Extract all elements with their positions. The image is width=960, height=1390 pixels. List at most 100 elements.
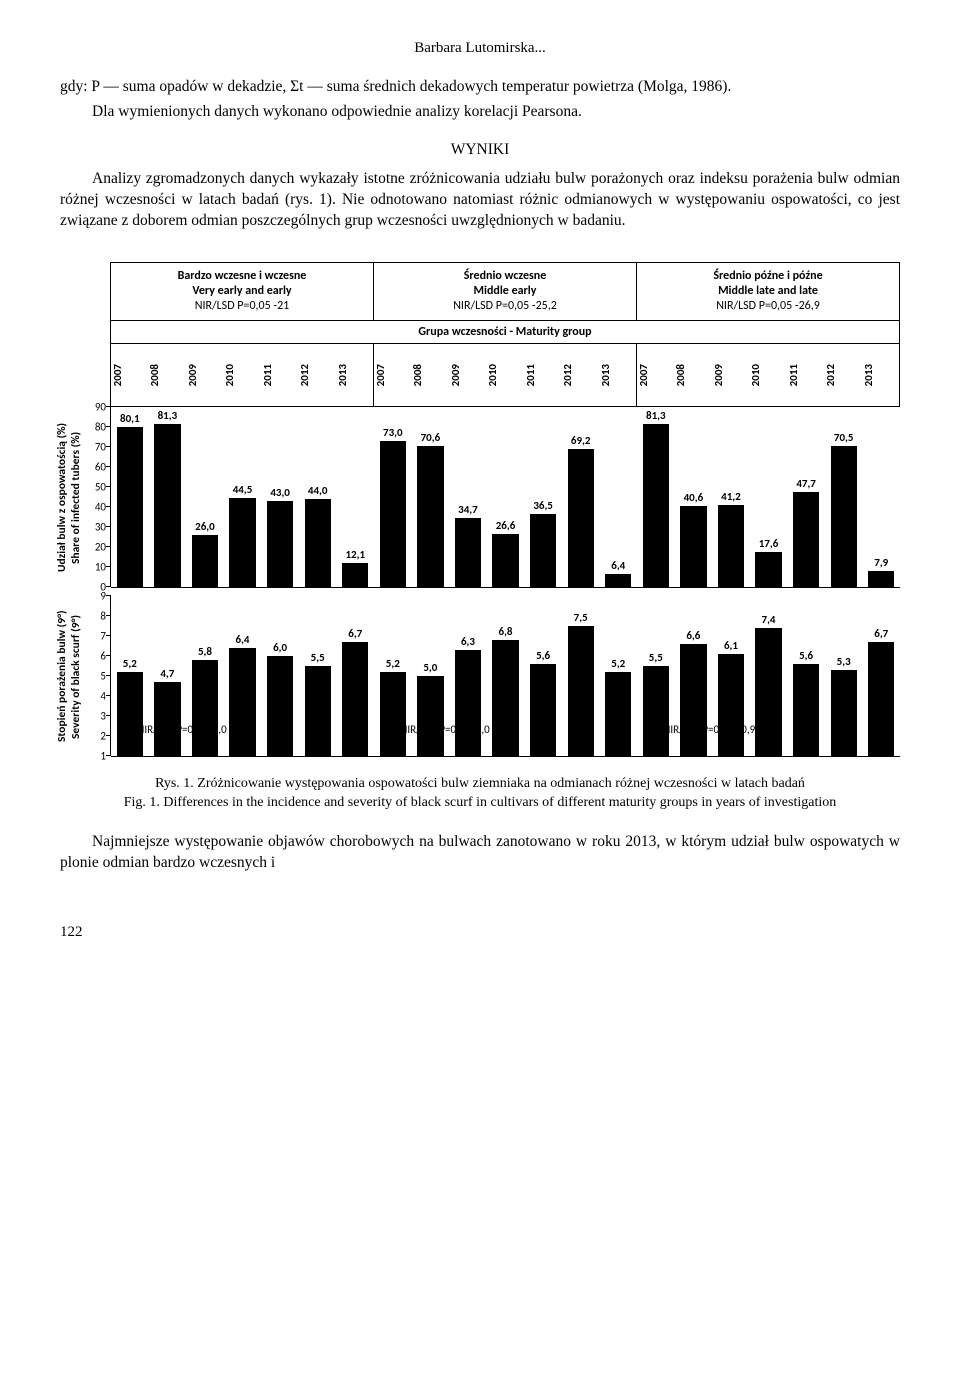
bar-slot: 7,4	[750, 628, 788, 756]
bar-slot: 6,6	[675, 644, 713, 756]
bar-label: 6,1	[724, 639, 738, 652]
bar: 26,6	[492, 534, 518, 587]
bar-label: 40,6	[684, 491, 704, 504]
bar: 5,8	[192, 660, 218, 756]
year-label: 2011	[524, 344, 561, 406]
bar-slot: 81,3	[637, 424, 675, 587]
bar-slot: 5,0	[412, 676, 450, 756]
axis-tick: 6	[100, 649, 106, 662]
bar-label: 43,0	[270, 486, 290, 499]
bar: 6,6	[680, 644, 706, 756]
bar-label: 7,9	[874, 556, 888, 569]
axis-tick: 30	[95, 520, 106, 533]
bar: 73,0	[380, 441, 406, 587]
bar-label: 7,4	[762, 613, 776, 626]
bar-slot: 73,0	[374, 441, 412, 587]
bar-label: 6,6	[686, 629, 700, 642]
bar-label: 36,5	[533, 499, 553, 512]
bar: 4,7	[154, 682, 180, 756]
bar-slot: 6,3	[449, 650, 487, 756]
bar-label: 47,7	[796, 477, 816, 490]
bar-slot: 7,9	[862, 571, 900, 587]
bar-label: 7,5	[574, 611, 588, 624]
bar-label: 41,2	[721, 490, 741, 503]
bar-label: 5,0	[423, 661, 437, 674]
plot-group: 5,24,75,86,46,05,56,7NIR/LSD P=0,05 -1,0	[111, 596, 374, 756]
bar: 6,4	[229, 648, 255, 756]
axis-tick: 9	[100, 589, 106, 602]
bar: 41,2	[718, 505, 744, 587]
bar-label: 6,3	[461, 635, 475, 648]
bar: 5,5	[643, 666, 669, 756]
bar-label: 5,2	[386, 657, 400, 670]
bar: 17,6	[755, 552, 781, 587]
bar-slot: 6,7	[862, 642, 900, 756]
bar: 5,3	[831, 670, 857, 756]
chart2-ylabel: Stopień porażenia bulw (9°)Severity of b…	[60, 596, 78, 757]
bar-label: 69,2	[571, 434, 591, 447]
bar-slot: 5,6	[787, 664, 825, 756]
bar: 70,6	[417, 446, 443, 587]
bar-slot: 81,3	[149, 424, 187, 587]
bar: 7,5	[568, 626, 594, 756]
paragraph-2: Dla wymienionych danych wykonano odpowie…	[60, 102, 900, 123]
bar-label: 80,1	[120, 412, 140, 425]
bar-label: 5,6	[799, 649, 813, 662]
year-label: 2009	[186, 344, 223, 406]
bar-label: 26,6	[496, 519, 516, 532]
paragraph-4: Najmniejsze występowanie objawów chorobo…	[60, 832, 900, 874]
bar: 5,2	[605, 672, 631, 756]
bar: 34,7	[455, 518, 481, 587]
year-label: 2009	[712, 344, 749, 406]
bar-slot: 6,4	[599, 574, 637, 587]
bar-slot: 5,8	[186, 660, 224, 756]
bar: 47,7	[793, 492, 819, 587]
bar: 5,2	[117, 672, 143, 756]
bar: 44,5	[229, 498, 255, 587]
figure-1: Bardzo wczesne i wczesne Very early and …	[60, 262, 900, 757]
years-group: 2007200820092010201120122013	[111, 344, 373, 406]
bar-slot: 26,0	[186, 535, 224, 587]
bar-slot: 6,8	[487, 640, 525, 756]
axis-tick: 20	[95, 540, 106, 553]
bar-label: 26,0	[195, 520, 215, 533]
axis-tick: 8	[100, 609, 106, 622]
axis-tick: 50	[95, 480, 106, 493]
bar-slot: 43,0	[261, 501, 299, 587]
maturity-header-row: Bardzo wczesne i wczesne Very early and …	[110, 262, 900, 321]
bar-label: 5,2	[611, 657, 625, 670]
bar-label: 6,7	[348, 627, 362, 640]
axis-tick: 2	[100, 729, 106, 742]
bar: 36,5	[530, 514, 556, 587]
nir-annotation: NIR/LSD P=0,05 -1,0	[400, 723, 489, 736]
bar-label: 5,5	[311, 651, 325, 664]
nir-annotation: NIR/LSD P=0,05 - 0,9	[663, 723, 755, 736]
bar: 26,0	[192, 535, 218, 587]
bar-label: 5,8	[198, 645, 212, 658]
bar: 69,2	[568, 449, 594, 587]
axis-tick: 80	[95, 420, 106, 433]
bar-slot: 70,5	[825, 446, 863, 587]
bar-slot: 5,3	[825, 670, 863, 756]
bar: 5,6	[793, 664, 819, 756]
bar-label: 4,7	[160, 667, 174, 680]
bar-slot: 34,7	[449, 518, 487, 587]
chart-2: Stopień porażenia bulw (9°)Severity of b…	[60, 596, 900, 757]
maturity-cell-2: Średnio późne i późne Middle late and la…	[636, 263, 899, 320]
axis-tick: 90	[95, 400, 106, 413]
axis-tick: 5	[100, 669, 106, 682]
bar-slot: 44,5	[224, 498, 262, 587]
year-label: 2007	[374, 344, 411, 406]
bar-slot: 7,5	[562, 626, 600, 756]
bar-slot: 5,2	[111, 672, 149, 756]
plot-group: 81,340,641,217,647,770,57,9	[637, 407, 900, 587]
bar-label: 6,7	[874, 627, 888, 640]
bar-slot: 40,6	[675, 506, 713, 587]
bar: 43,0	[267, 501, 293, 587]
bar-label: 70,6	[421, 431, 441, 444]
bar-slot: 69,2	[562, 449, 600, 587]
maturity-cell-0: Bardzo wczesne i wczesne Very early and …	[111, 263, 373, 320]
bar-label: 81,3	[158, 409, 178, 422]
bar: 6,3	[455, 650, 481, 756]
bar-label: 6,8	[499, 625, 513, 638]
